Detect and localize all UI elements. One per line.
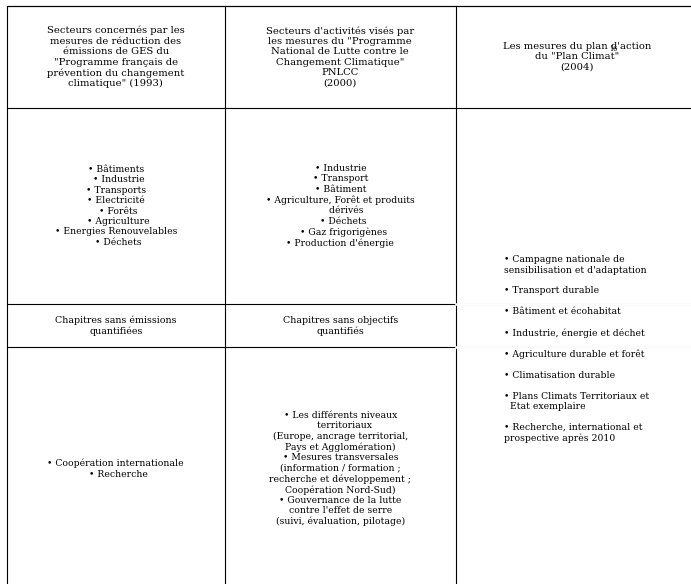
Text: • Les différents niveaux
   territoriaux
(Europe, ancrage territorial,
Pays et A: • Les différents niveaux territoriaux (E… xyxy=(269,411,411,526)
Text: • Coopération internationale
  • Recherche: • Coopération internationale • Recherche xyxy=(48,458,184,479)
Text: • Campagne nationale de
sensibilisation et d'adaptation

• Transport durable

• : • Campagne nationale de sensibilisation … xyxy=(504,255,650,443)
Text: Chapitres sans émissions
quantifiées: Chapitres sans émissions quantifiées xyxy=(55,315,176,336)
Text: • Industrie
• Transport
• Bâtiment
• Agriculture, Forêt et produits
    dérivés
: • Industrie • Transport • Bâtiment • Agr… xyxy=(266,164,415,248)
Text: • Bâtiments
  • Industrie
• Transports
• Electricité
  • Forêts
  • Agriculture
: • Bâtiments • Industrie • Transports • E… xyxy=(55,165,177,247)
Text: Chapitres sans objectifs
quantifiés: Chapitres sans objectifs quantifiés xyxy=(283,315,398,336)
Text: Secteurs d'activités visés par
les mesures du "Programme
National de Lutte contr: Secteurs d'activités visés par les mesur… xyxy=(266,26,415,88)
Text: Les mesures du plan d'action
du "Plan Climat"
(2004): Les mesures du plan d'action du "Plan Cl… xyxy=(503,42,651,72)
Text: Secteurs concernés par les
mesures de réduction des
émissions de GES du
"Program: Secteurs concernés par les mesures de ré… xyxy=(47,26,184,88)
Text: 16: 16 xyxy=(609,45,618,53)
